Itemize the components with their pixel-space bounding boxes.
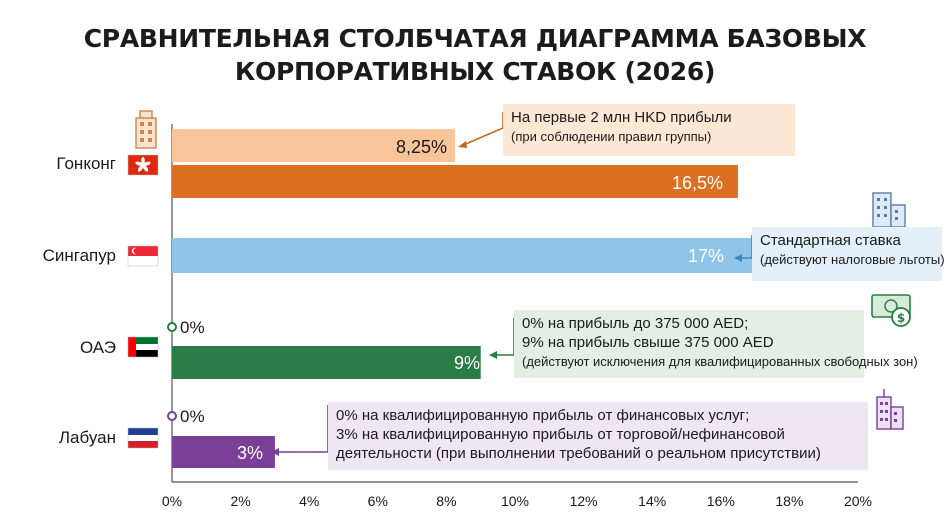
annotation-singapore-line-1: Стандартная ставка: [760, 232, 901, 249]
x-tick-label: 6%: [368, 493, 388, 509]
annotation-hongkong-line-1: На первые 2 млн HKD прибыли: [511, 109, 732, 126]
chart-title: СРАВНИТЕЛЬНАЯ СТОЛБЧАТАЯ ДИАГРАММА БАЗОВ…: [0, 22, 950, 88]
annotation-arrowhead-uae: [489, 351, 497, 359]
bar-label-hongkong-standard: 16,5%: [672, 173, 723, 193]
x-tick-label: 12%: [570, 493, 598, 509]
x-tick-label: 14%: [638, 493, 666, 509]
annotation-singapore-line-2: (действуют налоговые льготы): [760, 252, 945, 267]
annotation-labuan: 0% на квалифицированную прибыль от финан…: [328, 402, 868, 470]
bars: [172, 129, 756, 468]
svg-text:$: $: [897, 311, 905, 325]
annotation-uae-line-1: 0% на прибыль до 375 000 AED;: [522, 315, 749, 332]
annotation-arrowhead-hongkong: [458, 141, 467, 148]
annotation-uae-line-3: (действуют исключения для квалифицирован…: [522, 354, 918, 369]
country-label-uae: ОАЭ: [80, 338, 116, 357]
x-ticks: 0% 2% 4% 6% 8% 10% 12% 14% 16% 18% 20%: [162, 493, 872, 509]
annotation-uae: 0% на прибыль до 375 000 AED; 9% на приб…: [514, 310, 918, 378]
bar-label-uae-zero: 0%: [180, 318, 205, 337]
x-tick-label: 16%: [707, 493, 735, 509]
country-label-hongkong: Гонконг: [56, 154, 116, 173]
country-label-labuan: Лабуан: [59, 428, 116, 447]
uae-zero-marker: [167, 322, 177, 332]
labuan-zero-marker: [167, 411, 177, 421]
chart-title-line-2: КОРПОРАТИВНЫХ СТАВОК (2026): [234, 57, 716, 86]
money-dollar-icon: $: [871, 294, 911, 327]
country-label-singapore: Сингапур: [43, 246, 116, 265]
annotation-arrowhead-labuan: [271, 448, 279, 456]
bar-hongkong-standard: [172, 165, 738, 198]
city-buildings-icon: [872, 192, 906, 228]
chart-title-line-1: СРАВНИТЕЛЬНАЯ СТОЛБЧАТАЯ ДИАГРАММА БАЗОВ…: [83, 24, 867, 53]
hongkong-flag-icon: [127, 154, 159, 176]
bar-label-labuan-zero: 0%: [180, 407, 205, 426]
annotation-hongkong: На первые 2 млн HKD прибыли (при соблюде…: [503, 104, 795, 156]
annotation-labuan-line-1: 0% на квалифицированную прибыль от финан…: [336, 407, 750, 424]
x-tick-label: 4%: [299, 493, 319, 509]
bar-hongkong-reduced: [172, 129, 455, 162]
x-tick-label: 2%: [230, 493, 250, 509]
annotation-uae-line-2: 9% на прибыль свыше 375 000 AED: [522, 334, 774, 351]
annotation-hongkong-line-2: (при соблюдении правил группы): [511, 129, 712, 144]
singapore-flag-icon: [127, 245, 159, 267]
annotation-labuan-line-2: 3% на квалифицированную прибыль от торго…: [336, 426, 785, 443]
office-building-icon: [135, 110, 157, 149]
x-tick-label: 0%: [162, 493, 182, 509]
annotation-arrow-labuan: [275, 405, 329, 453]
annotation-singapore: Стандартная ставка (действуют налоговые …: [752, 227, 945, 281]
tower-building-icon: [876, 389, 904, 430]
x-tick-label: 20%: [844, 493, 872, 509]
annotation-arrow-uae: [493, 318, 515, 356]
bar-singapore: [172, 238, 756, 273]
annotation-labuan-line-3: деятельности (при выполнении требований …: [336, 445, 821, 462]
bar-label-singapore: 17%: [688, 246, 724, 266]
x-tick-label: 10%: [501, 493, 529, 509]
annotation-arrowhead-singapore: [734, 254, 742, 262]
bar-labuan-standard: [172, 436, 275, 468]
x-tick-label: 18%: [775, 493, 803, 509]
bar-label-hongkong-reduced: 8,25%: [396, 137, 447, 157]
labuan-flag-icon: [127, 427, 159, 449]
bar-label-labuan-standard: 3%: [237, 443, 263, 463]
uae-flag-icon: [127, 336, 159, 358]
annotation-arrow-hongkong: [460, 112, 504, 147]
x-tick-label: 8%: [436, 493, 456, 509]
bar-label-uae-standard: 9%: [454, 353, 480, 373]
bar-uae-standard: [172, 346, 481, 379]
